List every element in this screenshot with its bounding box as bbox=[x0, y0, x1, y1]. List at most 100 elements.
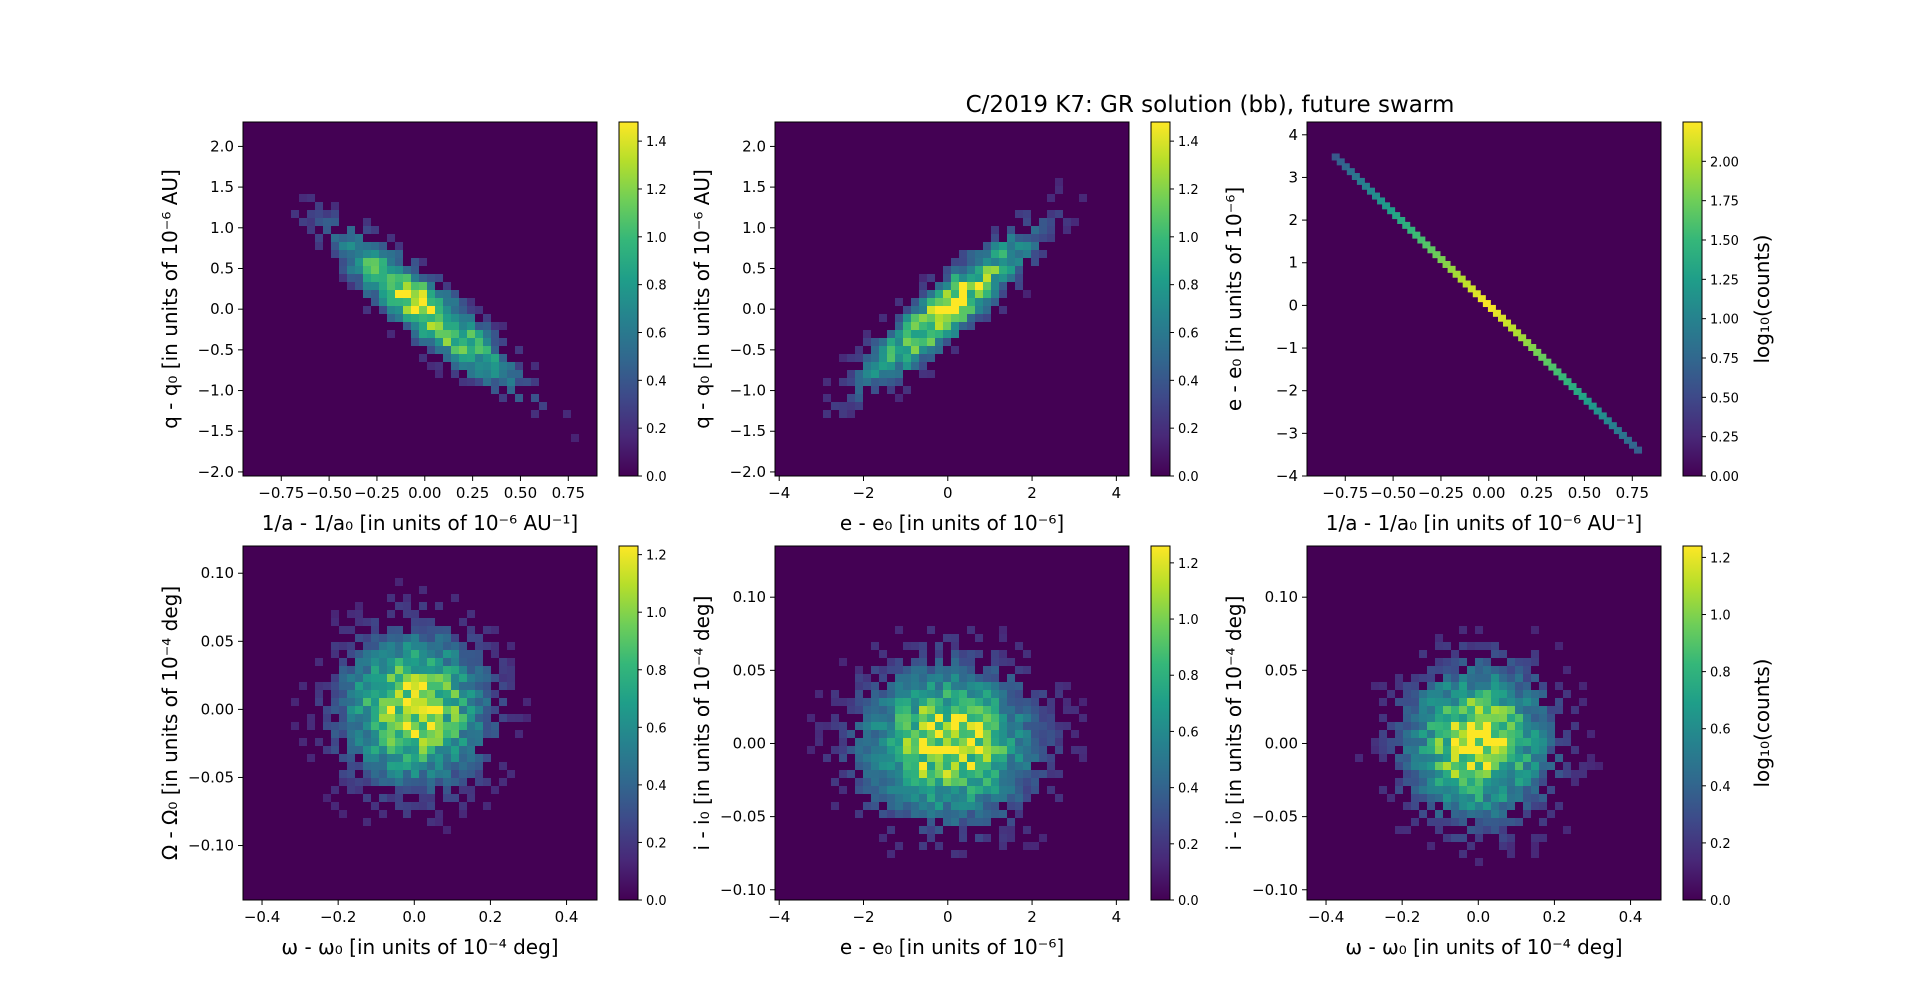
colorbar-tick-label: 1.2 bbox=[1710, 551, 1731, 566]
hexbin-cell bbox=[983, 306, 991, 314]
hexbin-cell bbox=[991, 258, 999, 266]
hexbin-cell bbox=[1015, 722, 1023, 730]
hexbin-cell bbox=[291, 722, 299, 730]
hexbin-cell bbox=[395, 682, 403, 690]
hexbin-cell bbox=[991, 762, 999, 770]
hexbin-cell bbox=[879, 674, 887, 682]
hexbin-cell bbox=[1531, 762, 1539, 770]
hexbin-cell bbox=[1483, 826, 1491, 834]
hexbin-cell bbox=[1007, 746, 1015, 754]
hexbin-cell bbox=[871, 802, 879, 810]
hexbin-cell bbox=[863, 682, 871, 690]
hexbin-cell bbox=[895, 810, 903, 818]
hexbin-cell bbox=[991, 714, 999, 722]
colorbar-label: log₁₀(counts) bbox=[1750, 235, 1774, 364]
hexbin-cell bbox=[1507, 682, 1515, 690]
hexbin-cell bbox=[331, 706, 339, 714]
hexbin-cell bbox=[491, 650, 499, 658]
hexbin-cell bbox=[1047, 210, 1055, 218]
hexbin-cell bbox=[307, 754, 315, 762]
hexbin-cell bbox=[403, 306, 411, 314]
hexbin-cell bbox=[1507, 786, 1515, 794]
hexbin-cell bbox=[935, 754, 943, 762]
hexbin-cell bbox=[1427, 762, 1435, 770]
hexbin-cells bbox=[1355, 626, 1603, 866]
hexbin-cell bbox=[451, 306, 459, 314]
hexbin-cell bbox=[395, 298, 403, 306]
hexbin-cell bbox=[1435, 818, 1443, 826]
hexbin-cell bbox=[839, 658, 847, 666]
colorbar-tick-label: 0.8 bbox=[1178, 279, 1199, 294]
hexbin-cell bbox=[1539, 706, 1547, 714]
hexbin-cell bbox=[1523, 674, 1531, 682]
hexbin-cell bbox=[887, 378, 895, 386]
hexbin-cell bbox=[1539, 730, 1547, 738]
hexbin-cell bbox=[967, 322, 975, 330]
hexbin-cell bbox=[879, 362, 887, 370]
hexbin-cell bbox=[935, 298, 943, 306]
hexbin-cell bbox=[387, 738, 395, 746]
hexbin-cell bbox=[1419, 794, 1427, 802]
hexbin-cell bbox=[1427, 842, 1435, 850]
hexbin-cell bbox=[935, 314, 943, 322]
hexbin-cell bbox=[871, 778, 879, 786]
hexbin-cell bbox=[975, 778, 983, 786]
hexbin-cell bbox=[419, 322, 427, 330]
hexbin-cell bbox=[943, 674, 951, 682]
hexbin-cell bbox=[467, 786, 475, 794]
hexbin-cell bbox=[443, 722, 451, 730]
hexbin-cell bbox=[339, 714, 347, 722]
hexbin-cell bbox=[467, 362, 475, 370]
hexbin-cell bbox=[999, 682, 1007, 690]
hexbin-cell bbox=[403, 594, 411, 602]
hexbin-cell bbox=[983, 794, 991, 802]
hexbin-cell bbox=[363, 290, 371, 298]
hexbin-cell bbox=[1395, 722, 1403, 730]
hexbin-cell bbox=[395, 658, 403, 666]
hexbin-cell bbox=[1491, 738, 1499, 746]
hexbin-cell bbox=[975, 706, 983, 714]
colorbar bbox=[1682, 121, 1703, 477]
hexbin-cell bbox=[395, 706, 403, 714]
hexbin-cell bbox=[1015, 682, 1023, 690]
hexbin-cell bbox=[911, 666, 919, 674]
hexbin-cell bbox=[887, 354, 895, 362]
hexbin-cell bbox=[427, 770, 435, 778]
hexbin-cell bbox=[975, 282, 983, 290]
hexbin-cell bbox=[1435, 826, 1443, 834]
hexbin-cell bbox=[967, 282, 975, 290]
hexbin-cell bbox=[967, 786, 975, 794]
hexbin-cell bbox=[299, 738, 307, 746]
hexbin-cell bbox=[347, 714, 355, 722]
hexbin-cell bbox=[1023, 770, 1031, 778]
hexbin-cell bbox=[1459, 722, 1467, 730]
hexbin-cell bbox=[563, 410, 571, 418]
hexbin-cell bbox=[903, 682, 911, 690]
hexbin-cell bbox=[943, 274, 951, 282]
hexbin-cell bbox=[967, 746, 975, 754]
hexbin-cell bbox=[903, 346, 911, 354]
x-tick-label: 0.4 bbox=[555, 908, 579, 926]
x-tick-label: 0.25 bbox=[456, 484, 489, 502]
hexbin-cell bbox=[371, 298, 379, 306]
hexbin-cell bbox=[1491, 778, 1499, 786]
hexbin-cell bbox=[483, 338, 491, 346]
hexbin-cell bbox=[379, 810, 387, 818]
hexbin-cell bbox=[967, 258, 975, 266]
hexbin-cell bbox=[523, 714, 531, 722]
hexbin-cell bbox=[967, 314, 975, 322]
y-tick-label: 0.5 bbox=[210, 259, 234, 277]
hexbin-cell bbox=[459, 322, 467, 330]
hexbin-cell bbox=[927, 346, 935, 354]
hexbin-cell bbox=[387, 290, 395, 298]
hexbin-cell bbox=[1518, 334, 1527, 342]
colorbar-tick-label: 1.2 bbox=[646, 549, 667, 564]
hexbin-cell bbox=[951, 282, 959, 290]
hexbin-cell bbox=[959, 746, 967, 754]
hexbin-cell bbox=[1443, 834, 1451, 842]
hexbin-cell bbox=[1628, 441, 1637, 449]
hexbin-cell bbox=[339, 658, 347, 666]
hexbin-cell bbox=[1377, 197, 1386, 205]
hexbin-cell bbox=[1427, 706, 1435, 714]
hexbin-cell bbox=[1483, 666, 1491, 674]
